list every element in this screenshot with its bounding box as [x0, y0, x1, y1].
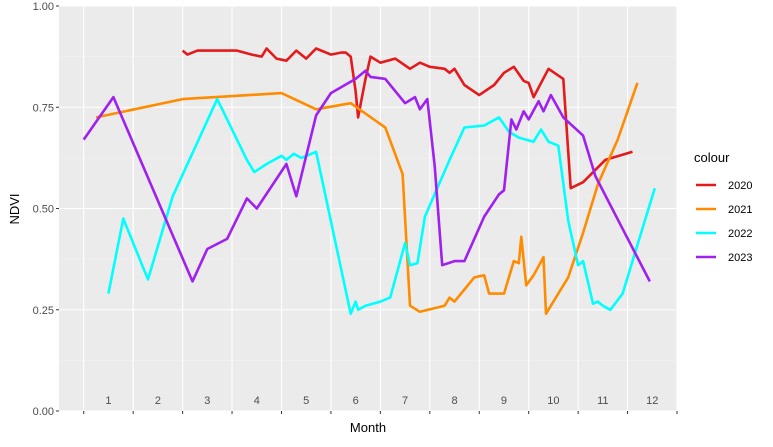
- y-tick-label: 0.25: [33, 305, 54, 317]
- x-tick-label: 10: [547, 395, 559, 407]
- x-tick-label: 9: [501, 395, 507, 407]
- x-tick-label: 11: [597, 395, 608, 407]
- series-line-2022: [107, 97, 657, 316]
- y-tick-label: 0.75: [33, 102, 54, 114]
- x-tick-label: 4: [254, 395, 260, 407]
- legend-label-2022: 2022: [728, 228, 752, 240]
- axes: 0.000.250.500.751.001 2 3 4 5 6 7 8 9 10 11 12: [33, 1, 678, 418]
- x-tick-label: 1: [105, 395, 111, 407]
- legend-label-2021: 2021: [728, 204, 752, 216]
- x-tick-label: 8: [451, 395, 457, 407]
- y-tick-label: 0.00: [33, 406, 54, 418]
- x-tick-label: 12: [646, 395, 658, 407]
- series-lines: [82, 47, 657, 316]
- x-tick-label: 6: [353, 395, 359, 407]
- y-tick-label: 0.50: [33, 204, 54, 216]
- legend-label-2020: 2020: [728, 180, 752, 192]
- x-tick-label: 3: [204, 395, 210, 407]
- x-tick-label: 7: [402, 395, 408, 407]
- x-tick-label: 2: [155, 395, 161, 407]
- legend-title: colour: [694, 150, 730, 165]
- legend-label-2023: 2023: [728, 252, 752, 264]
- series-line-2021: [95, 82, 639, 316]
- x-axis-title: Month: [350, 420, 386, 435]
- grid-lines: [59, 5, 678, 412]
- y-axis-title: NDVI: [7, 193, 22, 224]
- legend: colour 2020 2021 2022 2023: [694, 150, 752, 266]
- series-line-2020: [181, 47, 633, 190]
- y-tick-label: 1.00: [33, 1, 54, 13]
- series-line-2023: [82, 69, 651, 283]
- x-tick-label: 5: [303, 395, 309, 407]
